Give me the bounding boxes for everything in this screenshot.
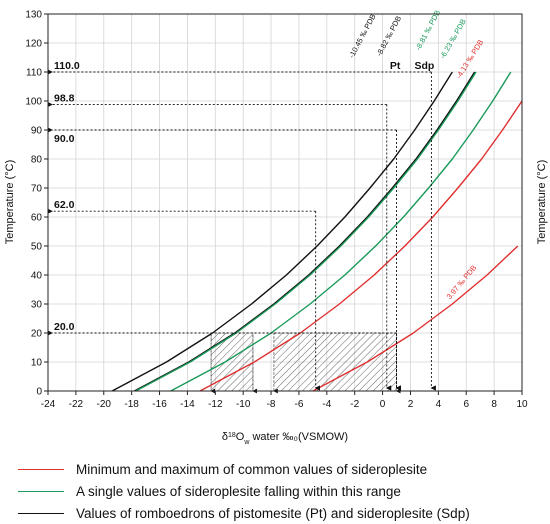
legend-item-red: Minimum and maximum of common values of … [18, 458, 538, 480]
callout-label: 98.8 [54, 92, 75, 104]
legend-label-black: Values of romboedrons of pistomesite (Pt… [76, 505, 470, 521]
x-tick-label: -16 [152, 399, 167, 410]
point-label: Sdp [414, 60, 434, 72]
callout-label: 62.0 [54, 199, 75, 211]
x-tick-label: -8 [267, 399, 276, 410]
x-tick-label: -4 [322, 399, 331, 410]
series-line-red [312, 245, 519, 391]
y-tick-label: 50 [31, 242, 43, 253]
x-tick-label: -20 [97, 399, 112, 410]
y-tick-label: 40 [31, 271, 43, 282]
callout-label: 90.0 [54, 133, 75, 145]
legend-item-black: Values of romboedrons of pistomesite (Pt… [18, 502, 538, 524]
callout-label: 110.0 [54, 60, 80, 72]
x-tick-label: 6 [463, 399, 469, 410]
y-tick-label: 80 [31, 155, 43, 166]
x-tick-label: -6 [294, 399, 303, 410]
x-tick-label: 0 [380, 399, 386, 410]
y-tick-label: 30 [31, 300, 43, 311]
plot-frame [47, 13, 523, 392]
x-tick-label: 8 [491, 399, 497, 410]
point-label: Pt [390, 60, 401, 72]
y-tick-label: 130 [25, 10, 42, 21]
series-line-black [111, 71, 453, 391]
legend-swatch-black [18, 512, 64, 514]
x-tick-label: 4 [436, 399, 442, 410]
y-tick-label: 10 [31, 358, 43, 369]
y-axis-title-right: Temperature (°C) [536, 160, 548, 244]
series-label: -6.23 ‰ PDB [438, 17, 468, 60]
series-line-red [199, 100, 522, 391]
hatched-ranges [210, 332, 401, 394]
x-tick-label: -2 [350, 399, 359, 410]
series-label: 3.97 ‰ PDB [445, 263, 479, 301]
x-tick-label: -22 [69, 399, 84, 410]
legend-swatch-red [18, 468, 64, 470]
y-tick-label: 90 [31, 126, 43, 137]
legend-label-red: Minimum and maximum of common values of … [76, 461, 428, 477]
series-line-green [135, 71, 477, 391]
grid [47, 13, 523, 392]
series-label: -4.13 ‰ PDB [454, 38, 485, 80]
x-axis-title: δ18Ow water ‰₀(VSMOW) [222, 431, 348, 446]
series-line-black [134, 71, 476, 391]
y-tick-label: 70 [31, 184, 43, 195]
axes: -24 -22 -20 -18 -16 -14 -12 -10 -8 -6 -4 -2 0 2 4 6 8 100… [25, 10, 528, 411]
series-lines [111, 71, 522, 391]
legend: Minimum and maximum of common values of … [18, 458, 538, 524]
chart: -10.45 ‰ PDB-8.82 ‰ PDB -8.81 ‰ PDB-6.23 … [4, 9, 548, 446]
callout-label: 20.0 [54, 321, 75, 333]
x-tick-label: -10 [236, 399, 251, 410]
legend-item-green: A single values of sideroplesite falling… [18, 480, 538, 502]
y-tick-label: 110 [26, 68, 42, 79]
series-label: -10.45 ‰ PDB [347, 13, 378, 60]
y-tick-label: 120 [25, 39, 42, 50]
x-tick-label: 10 [516, 399, 528, 410]
y-tick-label: 100 [25, 97, 42, 108]
x-tick-label: -14 [180, 399, 195, 410]
y-tick-label: 20 [31, 329, 43, 340]
x-tick-label: -18 [124, 399, 139, 410]
hatched-range [273, 332, 397, 392]
x-tick-label: -24 [41, 399, 56, 410]
y-tick-label: 0 [36, 387, 42, 398]
series-line-green [170, 71, 512, 391]
y-tick-label: 60 [31, 213, 43, 224]
legend-label-green: A single values of sideroplesite falling… [76, 483, 401, 499]
series-label: -8.81 ‰ PDB [413, 9, 442, 52]
y-axis-title-left: Temperature (°C) [4, 160, 16, 244]
series-label: -8.82 ‰ PDB [374, 14, 403, 57]
x-tick-label: 2 [408, 399, 414, 410]
legend-swatch-green [18, 490, 64, 492]
x-tick-label: -12 [208, 399, 223, 410]
